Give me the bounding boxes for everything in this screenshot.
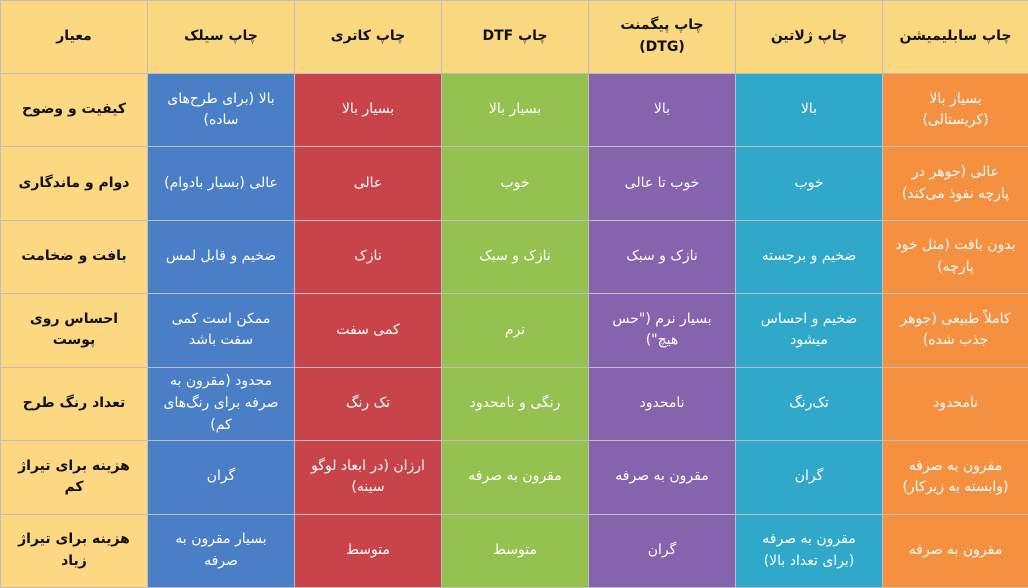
cell-dtf: متوسط — [441, 513, 589, 588]
cell-dtg: نازک و سبک — [588, 219, 736, 295]
header-row: چاپ سابلیمیشن چاپ ژلاتین چاپ پیگمنت (DTG… — [0, 0, 1028, 74]
cell-silk: ضخیم و قابل لمس — [147, 219, 295, 295]
cell-katri: ارزان (در ابعاد لوگو سینه) — [294, 440, 442, 515]
cell-gelatin: مقرون به صرفه (برای تعداد بالا) — [735, 513, 883, 588]
cell-criterion: کیفیت و وضوح — [0, 72, 148, 148]
cell-criterion: تعداد رنگ طرح — [0, 366, 148, 442]
header-gelatin: چاپ ژلاتین — [735, 0, 883, 74]
table-row: مقرون به صرفه مقرون به صرفه (برای تعداد … — [0, 513, 1028, 588]
cell-gelatin: بالا — [735, 72, 883, 148]
cell-dtg: نامحدود — [588, 366, 736, 442]
header-criterion: معیار — [0, 0, 148, 74]
cell-dtg: خوب تا عالی — [588, 146, 736, 221]
cell-gelatin: گران — [735, 440, 883, 515]
cell-katri: متوسط — [294, 513, 442, 588]
cell-sublimation: مقرون به صرفه — [882, 513, 1028, 588]
cell-sublimation: عالی (جوهر در پارچه نفوذ می‌کند) — [882, 146, 1028, 221]
cell-dtf: خوب — [441, 146, 589, 221]
cell-criterion: بافت و ضخامت — [0, 219, 148, 295]
cell-sublimation: نامحدود — [882, 366, 1028, 442]
cell-dtg: مقرون به صرفه — [588, 440, 736, 515]
cell-dtf: رنگی و نامحدود — [441, 366, 589, 442]
cell-dtg: بسیار نرم ("حس هیچ") — [588, 293, 736, 368]
cell-gelatin: خوب — [735, 146, 883, 221]
cell-silk: ممکن است کمی سفت باشد — [147, 293, 295, 368]
table-row: عالی (جوهر در پارچه نفوذ می‌کند) خوب خوب… — [0, 146, 1028, 221]
cell-dtf: مقرون به صرفه — [441, 440, 589, 515]
cell-gelatin: تک‌رنگ — [735, 366, 883, 442]
cell-criterion: دوام و ماندگاری — [0, 146, 148, 221]
cell-dtf: نرم — [441, 293, 589, 368]
cell-dtg: بالا — [588, 72, 736, 148]
cell-gelatin: ضخیم و احساس میشود — [735, 293, 883, 368]
table-row: بسیار بالا (کریستالی) بالا بالا بسیار با… — [0, 72, 1028, 148]
header-silk: چاپ سیلک — [147, 0, 295, 74]
table-row: مقرون به صرفه (وابسته به زیرکار) گران مق… — [0, 440, 1028, 515]
cell-dtg: گران — [588, 513, 736, 588]
table-row: بدون بافت (مثل خود پارچه) ضخیم و برجسته … — [0, 219, 1028, 295]
cell-katri: عالی — [294, 146, 442, 221]
table-row: کاملاً طبیعی (جوهر جذب شده) ضخیم و احساس… — [0, 293, 1028, 368]
cell-dtf: نازک و سبک — [441, 219, 589, 295]
header-sublimation: چاپ سابلیمیشن — [882, 0, 1028, 74]
header-katri: چاپ کاتری — [294, 0, 442, 74]
table-row: نامحدود تک‌رنگ نامحدود رنگی و نامحدود تک… — [0, 366, 1028, 442]
header-dtf: چاپ DTF — [441, 0, 589, 74]
cell-criterion: هزینه برای تیراژ کم — [0, 440, 148, 515]
cell-silk: گران — [147, 440, 295, 515]
cell-katri: کمی سفت — [294, 293, 442, 368]
cell-silk: بسیار مقرون به صرفه — [147, 513, 295, 588]
cell-katri: نازک — [294, 219, 442, 295]
cell-silk: بالا (برای طرح‌های ساده) — [147, 72, 295, 148]
header-dtg: چاپ پیگمنت (DTG) — [588, 0, 736, 74]
cell-silk: محدود (مقرون به صرفه برای رنگ‌های کم) — [147, 366, 295, 442]
cell-sublimation: کاملاً طبیعی (جوهر جذب شده) — [882, 293, 1028, 368]
cell-katri: بسیار بالا — [294, 72, 442, 148]
cell-sublimation: بسیار بالا (کریستالی) — [882, 72, 1028, 148]
cell-dtf: بسیار بالا — [441, 72, 589, 148]
cell-sublimation: بدون بافت (مثل خود پارچه) — [882, 219, 1028, 295]
cell-gelatin: ضخیم و برجسته — [735, 219, 883, 295]
cell-katri: تک رنگ — [294, 366, 442, 442]
cell-sublimation: مقرون به صرفه (وابسته به زیرکار) — [882, 440, 1028, 515]
cell-criterion: احساس روی پوست — [0, 293, 148, 368]
cell-criterion: هزینه برای تیراژ زیاد — [0, 513, 148, 588]
cell-silk: عالی (بسیار بادوام) — [147, 146, 295, 221]
